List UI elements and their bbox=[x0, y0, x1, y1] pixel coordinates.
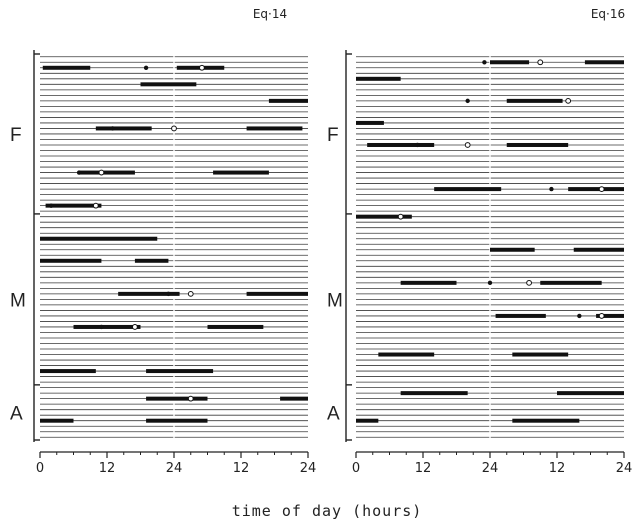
x-tick-label: 24 bbox=[482, 461, 499, 476]
activity-bar bbox=[495, 313, 546, 318]
activity-bar bbox=[356, 76, 401, 81]
offset-marker bbox=[464, 142, 471, 148]
month-label: M bbox=[327, 290, 343, 311]
offset-marker bbox=[171, 125, 177, 132]
onset-marker bbox=[482, 60, 487, 65]
panel-1: Eq·14 F M A 0 12 24 12 24 bbox=[10, 7, 316, 476]
activity-bar bbox=[573, 247, 624, 252]
month-label: A bbox=[327, 403, 340, 424]
activity-bar bbox=[568, 187, 624, 192]
activity-bar bbox=[490, 247, 535, 252]
activity-bar bbox=[95, 126, 152, 131]
x-tick-label: 24 bbox=[300, 461, 317, 476]
activity-bar bbox=[213, 170, 269, 175]
activity-bar bbox=[207, 324, 264, 329]
activity-bar bbox=[506, 98, 563, 103]
x-tick-label: 12 bbox=[99, 461, 116, 476]
activity-bar bbox=[367, 142, 435, 147]
activity-bar bbox=[73, 324, 141, 329]
activity-bar bbox=[378, 352, 435, 357]
offset-marker bbox=[92, 202, 99, 209]
activity-bar bbox=[140, 82, 197, 87]
offset-marker bbox=[565, 97, 572, 104]
onset-marker bbox=[143, 65, 149, 70]
x-tick-label: 0 bbox=[36, 461, 44, 476]
x-axis-label: time of day (hours) bbox=[232, 502, 423, 520]
activity-bar bbox=[268, 98, 308, 103]
onset-marker bbox=[577, 313, 582, 319]
activity-bar bbox=[512, 352, 569, 357]
activity-bar bbox=[356, 418, 379, 423]
x-tick-label: 12 bbox=[415, 461, 432, 476]
offset-marker bbox=[187, 290, 194, 297]
activity-bar bbox=[557, 391, 624, 396]
activity-bar bbox=[400, 391, 468, 396]
x-tick-label: 24 bbox=[616, 461, 633, 476]
activity-bar bbox=[356, 214, 412, 219]
month-label: F bbox=[327, 125, 339, 146]
activity-bar bbox=[40, 258, 102, 263]
x-tick-label: 0 bbox=[352, 461, 360, 476]
month-label: A bbox=[10, 403, 23, 424]
activity-bar bbox=[40, 418, 74, 423]
panel-title: Eq·16 bbox=[591, 7, 625, 21]
onset-marker bbox=[465, 98, 470, 104]
offset-marker bbox=[526, 279, 532, 286]
month-label: F bbox=[10, 125, 22, 146]
offset-marker bbox=[132, 324, 138, 330]
onset-marker bbox=[110, 126, 115, 131]
activity-bar bbox=[246, 291, 308, 296]
offset-marker bbox=[187, 395, 194, 402]
x-tick-label: 12 bbox=[549, 461, 566, 476]
onset-marker bbox=[76, 170, 82, 175]
activity-bar bbox=[512, 418, 580, 423]
activity-bar bbox=[400, 280, 457, 285]
panel-title: Eq·14 bbox=[253, 7, 287, 21]
activity-bar bbox=[42, 65, 91, 70]
x-tick-label: 24 bbox=[166, 461, 183, 476]
month-label: M bbox=[10, 290, 26, 311]
activity-bar bbox=[246, 126, 303, 131]
activity-bar bbox=[490, 60, 530, 65]
activity-bar bbox=[134, 258, 169, 263]
activity-bar bbox=[146, 418, 208, 423]
offset-marker bbox=[199, 64, 205, 71]
activity-bar bbox=[434, 187, 502, 192]
offset-marker bbox=[397, 213, 404, 220]
onset-marker bbox=[166, 291, 171, 297]
activity-bar bbox=[146, 369, 214, 374]
activity-bar bbox=[280, 396, 308, 401]
onset-marker bbox=[48, 203, 54, 208]
onset-marker bbox=[99, 324, 104, 330]
panels-group: Eq·14 F M A 0 12 24 12 24 Eq·16 F M A 0 12 24 12 24 bbox=[10, 7, 632, 476]
activity-bar bbox=[540, 280, 602, 285]
onset-marker bbox=[487, 280, 493, 286]
offset-marker bbox=[598, 186, 605, 193]
onset-marker bbox=[415, 142, 420, 148]
offset-marker bbox=[598, 313, 605, 319]
offset-marker bbox=[537, 59, 544, 66]
activity-bar bbox=[506, 142, 569, 147]
activity-bar bbox=[79, 170, 135, 175]
panel-2: Eq·16 F M A 0 12 24 12 24 bbox=[327, 7, 632, 476]
onset-marker bbox=[549, 186, 554, 192]
x-tick-label: 12 bbox=[233, 461, 250, 476]
activity-bar bbox=[146, 396, 208, 401]
activity-bar bbox=[40, 369, 96, 374]
activity-bar bbox=[356, 120, 384, 125]
activity-bar bbox=[40, 236, 158, 241]
activity-bar bbox=[118, 291, 180, 296]
activity-bar bbox=[596, 313, 624, 318]
activity-bar bbox=[45, 203, 102, 208]
offset-marker bbox=[98, 169, 105, 176]
activity-bar bbox=[584, 60, 624, 65]
